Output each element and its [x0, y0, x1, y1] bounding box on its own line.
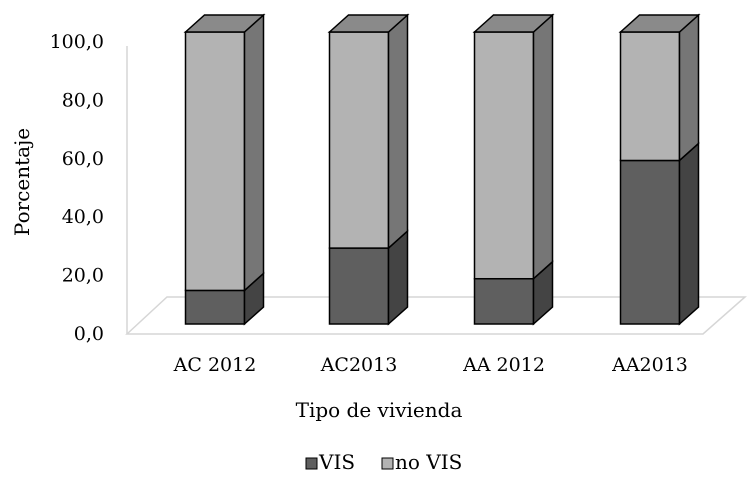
bar-segment: [473, 31, 535, 280]
bar-top: [618, 14, 701, 33]
y-axis-title: Porcentaje: [10, 128, 34, 236]
bar-top: [183, 14, 266, 33]
legend-swatch: [305, 457, 318, 470]
bar-segment-side: [387, 13, 409, 250]
legend-swatch: [381, 457, 394, 470]
legend-item: no VIS: [381, 450, 462, 474]
x-tick-label: AA2013: [611, 354, 688, 376]
bar-segment: [184, 289, 246, 325]
floor-plane: [125, 296, 747, 335]
x-axis-ticks: AC 2012 AC2013 AA 2012 AA2013: [173, 354, 688, 376]
x-tick-label: AC2013: [320, 354, 398, 376]
bar-segment: [328, 31, 390, 249]
bar-stack: [183, 13, 266, 326]
legend-label: VIS: [318, 450, 355, 474]
y-tick-label: 100,0: [50, 31, 104, 53]
x-tick-label: AA 2012: [462, 354, 545, 376]
legend-label: no VIS: [395, 450, 462, 474]
bar-segment: [184, 31, 246, 292]
bar-segment-side: [678, 13, 700, 163]
y-tick-label: 20,0: [62, 265, 104, 287]
bar-segment-side: [243, 13, 265, 293]
y-tick-label: 60,0: [62, 148, 104, 170]
bar-stack: [472, 13, 555, 326]
chart-floor: [125, 296, 747, 335]
bar-top: [472, 14, 555, 33]
bar-stack: [327, 13, 410, 326]
legend: VIS no VIS: [305, 450, 462, 474]
x-axis-title: Tipo de vivienda: [296, 398, 463, 422]
bar-segment-side: [532, 13, 554, 281]
bar-top: [327, 14, 410, 33]
y-tick-label: 40,0: [62, 206, 104, 228]
bar-segment: [619, 159, 681, 325]
x-tick-label: AC 2012: [173, 354, 257, 376]
y-axis-ticks: 0,0 20,0 40,0 60,0 80,0 100,0: [50, 31, 104, 345]
bars: [183, 13, 701, 326]
bar-segment: [619, 31, 681, 162]
bar-segment: [473, 277, 535, 325]
legend-item: VIS: [305, 450, 355, 474]
bar-segment: [328, 247, 390, 325]
bar-stack: [618, 13, 701, 326]
bar-segment-side: [678, 141, 700, 326]
y-tick-label: 80,0: [62, 89, 104, 111]
y-tick-label: 0,0: [74, 323, 104, 345]
